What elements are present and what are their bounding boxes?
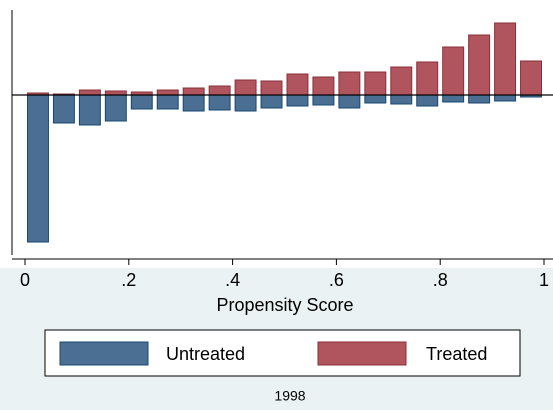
legend-label: Untreated (166, 344, 245, 364)
legend-label: Treated (426, 344, 487, 364)
bar (442, 46, 465, 96)
bar (286, 73, 309, 96)
bar (364, 71, 387, 96)
bar (494, 94, 517, 102)
bar (156, 94, 179, 110)
bar (338, 71, 361, 96)
bar (208, 85, 231, 96)
bar (234, 94, 257, 112)
bar (27, 94, 49, 243)
plot-region (0, 0, 553, 268)
bar (416, 61, 439, 96)
bar (468, 94, 491, 104)
bar (468, 34, 491, 96)
bar (78, 94, 101, 126)
bar (390, 66, 413, 96)
bar (312, 76, 335, 96)
bar (442, 94, 465, 103)
x-tick-label: .6 (329, 270, 344, 290)
x-tick-label: .4 (225, 270, 240, 290)
legend-swatch (317, 341, 407, 366)
bar (520, 60, 542, 96)
bar (182, 87, 205, 96)
bar (494, 22, 517, 96)
bar (286, 94, 309, 107)
x-tick-label: .8 (433, 270, 448, 290)
bar (182, 94, 205, 112)
bar (130, 94, 153, 110)
bar (208, 94, 231, 111)
x-axis-label: Propensity Score (216, 295, 353, 315)
bar (390, 94, 413, 105)
bar (52, 94, 75, 124)
bar (156, 89, 179, 96)
bar (78, 89, 101, 96)
bar (104, 94, 127, 122)
bar (260, 94, 283, 109)
x-tick-label: .2 (121, 270, 136, 290)
x-tick-label: 1 (539, 270, 549, 290)
bar (260, 80, 283, 96)
legend-swatch (59, 341, 149, 366)
note: 1998 (274, 388, 305, 404)
bar (234, 79, 257, 96)
x-tick-label: 0 (20, 270, 30, 290)
bar (312, 94, 335, 106)
bar (416, 94, 439, 107)
bar (338, 94, 361, 109)
bar (364, 94, 387, 104)
